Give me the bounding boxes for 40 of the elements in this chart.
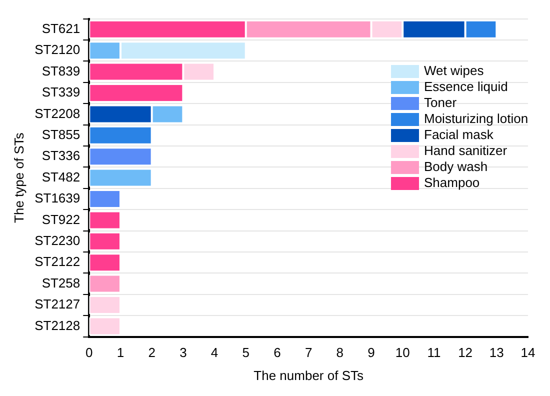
y-tick-label: ST922 bbox=[42, 212, 80, 227]
x-tick-label: 7 bbox=[304, 345, 312, 360]
y-tick-label: ST2208 bbox=[34, 106, 80, 121]
legend-label: Wet wipes bbox=[424, 63, 484, 78]
y-tick-label: ST1639 bbox=[34, 190, 80, 206]
x-tick-label: 14 bbox=[520, 345, 536, 360]
legend-label: Facial mask bbox=[424, 127, 494, 142]
y-tick-label: ST2120 bbox=[34, 42, 80, 58]
legend-label: Shampoo bbox=[424, 175, 480, 190]
x-tick-label: 13 bbox=[489, 345, 504, 360]
y-tick-label: ST839 bbox=[42, 63, 80, 78]
x-tick-label: 3 bbox=[180, 345, 187, 360]
x-tick-label: 11 bbox=[427, 345, 441, 360]
x-tick-label: 10 bbox=[395, 345, 410, 360]
y-tick-label: ST2127 bbox=[34, 296, 80, 312]
y-tick-label: ST621 bbox=[42, 20, 80, 36]
x-tick-label: 2 bbox=[148, 345, 156, 360]
x-tick-label: 12 bbox=[458, 345, 473, 360]
y-tick-label: ST2230 bbox=[34, 232, 80, 248]
x-tick-label: 6 bbox=[274, 345, 281, 360]
y-tick-label: ST482 bbox=[42, 169, 80, 184]
x-axis-title: The number of STs bbox=[254, 368, 364, 383]
x-tick-label: 0 bbox=[86, 345, 93, 360]
x-tick-label: 1 bbox=[116, 345, 124, 360]
legend-label: Hand sanitizer bbox=[424, 143, 508, 158]
y-tick-label: ST2128 bbox=[34, 318, 80, 333]
x-tick-label: 8 bbox=[336, 345, 344, 360]
y-axis-title: The type of STs bbox=[11, 132, 26, 223]
y-tick-label: ST258 bbox=[42, 275, 80, 290]
legend-label: Body wash bbox=[424, 159, 488, 174]
legend-label: Moisturizing lotion bbox=[424, 111, 528, 126]
y-tick-label: ST336 bbox=[42, 148, 80, 164]
legend-label: Essence liquid bbox=[424, 79, 508, 94]
y-tick-label: ST855 bbox=[42, 126, 80, 142]
legend-label: Toner bbox=[424, 95, 457, 110]
y-tick-label: ST2122 bbox=[34, 254, 80, 270]
y-tick-label: ST339 bbox=[42, 84, 80, 100]
x-tick-label: 5 bbox=[242, 345, 250, 360]
x-tick-label: 9 bbox=[368, 345, 375, 360]
x-tick-label: 4 bbox=[210, 345, 218, 360]
